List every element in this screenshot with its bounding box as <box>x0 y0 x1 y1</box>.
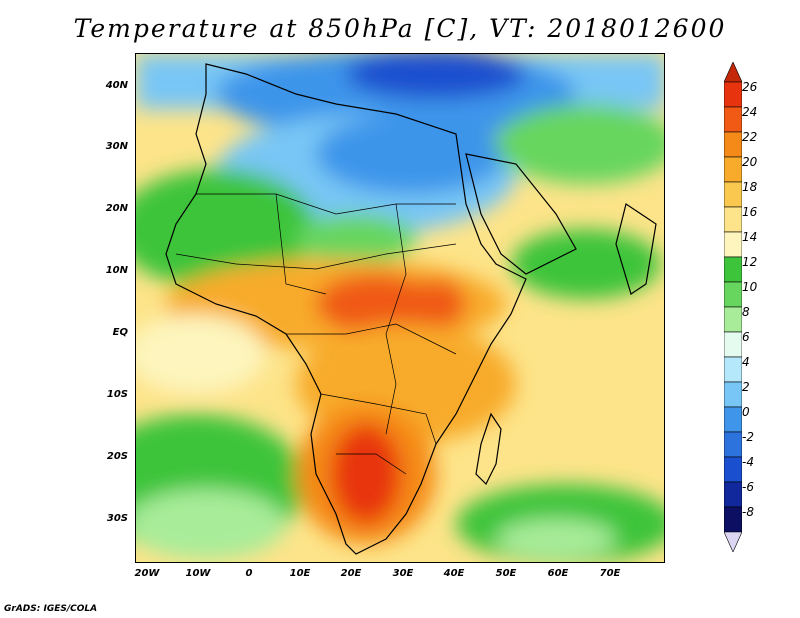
colorbar-label: 10 <box>742 280 758 294</box>
field-central-green <box>296 214 416 264</box>
colorbar-segment-0 <box>724 406 742 433</box>
colorbar-label: -6 <box>742 480 754 494</box>
field-balkan-cold <box>346 54 526 99</box>
lon-label-10e: 10E <box>289 568 311 579</box>
colorbar-label: 2 <box>742 380 750 394</box>
field-iran-green <box>496 104 664 184</box>
colorbar-segment-2 <box>724 381 742 408</box>
africa-coastline <box>165 63 527 555</box>
colorbar-segment-10 <box>724 281 742 308</box>
lon-label-20e: 20E <box>340 568 362 579</box>
lat-label-30n: 30N <box>105 141 128 152</box>
colorbar-segment-12 <box>724 256 742 283</box>
colorbar-label: 8 <box>742 305 750 319</box>
temperature-map <box>135 53 665 563</box>
colorbar-label: 0 <box>742 405 750 419</box>
field-arabian-green <box>511 229 661 299</box>
colorbar-segment-20 <box>724 156 742 183</box>
lat-label-10n: 10N <box>105 265 128 276</box>
field-kalahari-hot <box>331 424 401 524</box>
colorbar-overflow-low <box>724 531 742 552</box>
field-central-hot <box>316 274 436 334</box>
lat-label-20n: 20N <box>105 203 128 214</box>
lat-label-40n: 40N <box>105 80 128 91</box>
field-east-hot <box>406 279 466 329</box>
border-central <box>286 323 457 355</box>
border-south-2 <box>336 453 407 475</box>
lon-label-10w: 10W <box>185 568 211 579</box>
colorbar-label: 18 <box>742 180 758 194</box>
lon-label-70e: 70E <box>599 568 621 579</box>
colorbar-label: 16 <box>742 205 758 219</box>
colorbar-overflow-high <box>724 62 742 83</box>
field-gulf-guinea-pale <box>136 314 266 394</box>
border-sahel <box>175 243 457 270</box>
colorbar-label: -8 <box>742 505 754 519</box>
colorbar-segment-14 <box>724 231 742 258</box>
map-title: Temperature at 850hPa [C], VT: 201801260… <box>73 14 727 43</box>
colorbar-segment-neg4 <box>724 456 742 483</box>
colorbar-segment-24 <box>724 106 742 133</box>
lat-label-10s: 10S <box>106 389 128 400</box>
field-libya-cold <box>316 114 506 194</box>
border-sahara-2 <box>275 193 327 295</box>
lat-label-30s: 30S <box>106 513 128 524</box>
colorbar-label: 4 <box>742 355 750 369</box>
colorbar-label: 26 <box>742 80 758 94</box>
lon-label-20w: 20W <box>134 568 160 579</box>
border-south <box>320 393 437 445</box>
colorbar-label: 20 <box>742 155 758 169</box>
colorbar-label: 12 <box>742 255 758 269</box>
madagascar <box>475 412 502 486</box>
colorbar-segment-6 <box>724 331 742 358</box>
colorbar-label: -4 <box>742 455 754 469</box>
border-east <box>385 203 407 435</box>
field-west-green <box>136 169 316 289</box>
field-south-atlantic-light <box>136 489 286 559</box>
colorbar-label: 6 <box>742 330 750 344</box>
lon-label-30e: 30E <box>392 568 414 579</box>
arabia <box>465 153 577 275</box>
lat-label-20s: 20S <box>106 451 128 462</box>
india <box>615 203 657 295</box>
border-sahara-1 <box>196 193 456 215</box>
grads-credit: GrADS: IGES/COLA <box>4 604 98 614</box>
colorbar-label: 22 <box>742 130 758 144</box>
lon-label-50e: 50E <box>495 568 517 579</box>
colorbar-segment-neg8 <box>724 506 742 533</box>
temperature-colorbar <box>724 62 742 552</box>
colorbar-label: -2 <box>742 430 754 444</box>
lon-label-40e: 40E <box>443 568 465 579</box>
colorbar-segment-4 <box>724 356 742 383</box>
colorbar-label: 14 <box>742 230 758 244</box>
colorbar-label: 24 <box>742 105 758 119</box>
lat-label-eq: EQ <box>112 327 128 338</box>
colorbar-segment-26 <box>724 81 742 108</box>
lon-label-0: 0 <box>245 568 253 579</box>
colorbar-segment-16 <box>724 206 742 233</box>
lon-label-60e: 60E <box>547 568 569 579</box>
colorbar-segment-18 <box>724 181 742 208</box>
colorbar-segment-8 <box>724 306 742 333</box>
field-indian-light <box>496 519 616 559</box>
colorbar-segment-22 <box>724 131 742 158</box>
colorbar-segment-neg2 <box>724 431 742 458</box>
colorbar-segment-neg6 <box>724 481 742 508</box>
